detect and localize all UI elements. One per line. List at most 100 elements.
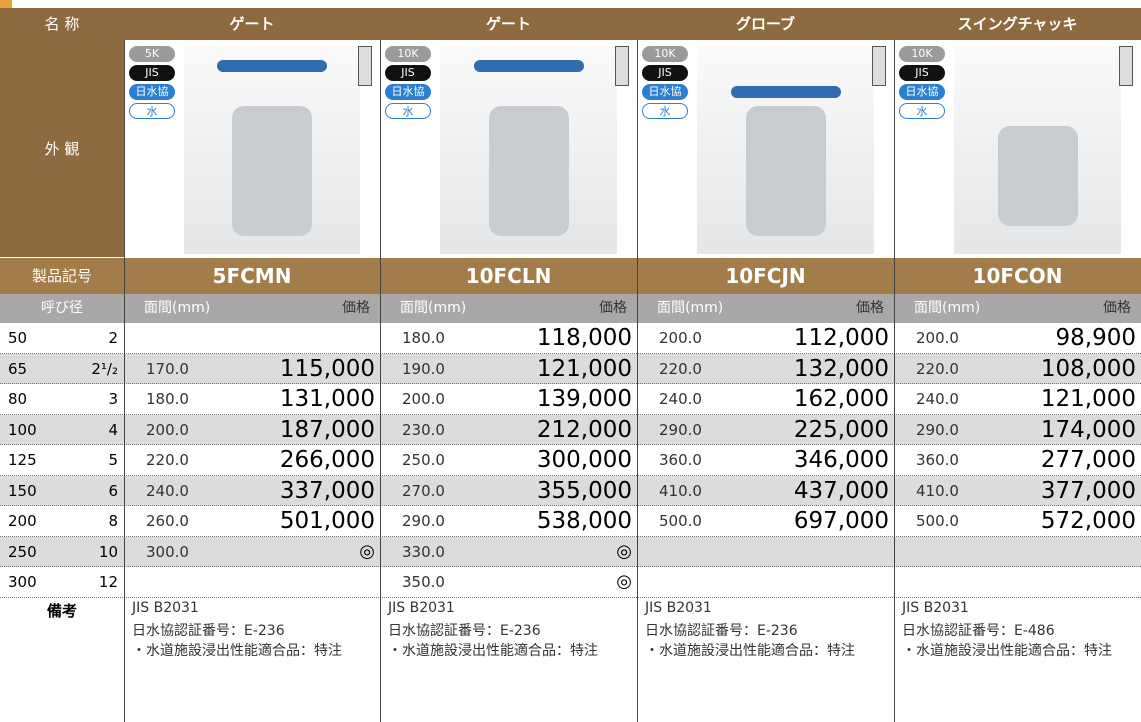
price: 355,000	[536, 477, 632, 504]
price: 112,000	[793, 325, 889, 351]
product-code: 5FCMN	[212, 264, 292, 288]
product-bar	[0, 258, 1141, 294]
face-length: 300.0	[146, 542, 189, 561]
face-length: 270.0	[402, 481, 445, 500]
table-row	[0, 353, 1141, 384]
face-length: 410.0	[916, 481, 959, 500]
price: 139,000	[536, 386, 632, 412]
spec-badge: 10K	[385, 46, 431, 62]
dimension-icon	[872, 46, 886, 86]
header-label: 名 称	[44, 15, 80, 33]
size-inch: 6	[108, 481, 118, 500]
note-line: 日水協認証番号：E-236	[388, 622, 541, 639]
price: 346,000	[793, 447, 889, 473]
size-mm: 80	[8, 390, 28, 408]
price: 98,900	[1055, 325, 1136, 351]
valve-body	[488, 106, 569, 236]
size-inch: 2	[108, 329, 118, 347]
face-length: 200.0	[402, 390, 445, 408]
column-divider	[894, 40, 895, 722]
appearance-label: 外 観	[0, 40, 124, 258]
valve-body	[745, 106, 826, 236]
price: 121,000	[536, 355, 632, 382]
face-length: 500.0	[659, 512, 702, 530]
size-mm: 200	[8, 512, 37, 530]
size-mm: 150	[8, 481, 37, 500]
subheader-price: 価格	[1103, 300, 1131, 316]
face-length: 200.0	[146, 420, 189, 439]
note-line: 日水協認証番号：E-486	[902, 622, 1055, 639]
price: 212,000	[536, 416, 632, 443]
title-mark	[0, 0, 12, 8]
face-length: 240.0	[916, 390, 959, 408]
face-length: 180.0	[402, 329, 445, 347]
spec-badge: JIS	[642, 65, 688, 81]
dimension-icon	[615, 46, 629, 86]
header-column: スイングチャッキ	[957, 15, 1078, 33]
size-inch: 3	[108, 390, 118, 408]
price: 118,000	[536, 325, 632, 351]
price: 277,000	[1040, 447, 1136, 473]
header-column: ゲート	[485, 15, 531, 33]
face-length: 360.0	[916, 451, 959, 469]
valve-wheel	[473, 60, 584, 72]
subheader-price: 価格	[342, 300, 370, 316]
size-mm: 300	[8, 573, 37, 591]
note-line: ・水道施設浸出性能適合品：特注	[388, 642, 598, 659]
size-mm: 100	[8, 420, 37, 439]
price: 300,000	[536, 447, 632, 473]
size-inch: 10	[98, 542, 118, 561]
subheader-length: 面間(mm)	[914, 300, 981, 316]
note-line: 日水協認証番号：E-236	[645, 622, 798, 639]
table-row	[0, 567, 1141, 598]
face-length: 180.0	[146, 390, 189, 408]
table-row	[0, 536, 1141, 567]
subheader-size: 呼び径	[41, 300, 83, 316]
note-line: JIS B2031	[645, 599, 712, 616]
valve-wheel	[730, 86, 841, 98]
column-divider	[124, 40, 125, 722]
subheader-bar	[0, 294, 1141, 323]
table-row	[0, 506, 1141, 537]
price: 225,000	[793, 416, 889, 443]
spec-badge: 10K	[899, 46, 945, 62]
face-length: 350.0	[402, 573, 445, 591]
price: 174,000	[1040, 416, 1136, 443]
spec-badge: 日水協	[385, 84, 431, 100]
size-mm: 250	[8, 542, 37, 561]
price: 121,000	[1040, 386, 1136, 412]
size-inch: 2¹/₂	[91, 359, 118, 378]
product-code: 10FCON	[972, 264, 1063, 288]
subheader-length: 面間(mm)	[657, 300, 724, 316]
face-length: 170.0	[146, 359, 189, 378]
spec-badge: JIS	[129, 65, 175, 81]
price: 187,000	[279, 416, 375, 443]
valve-wheel	[217, 60, 327, 72]
note-line: ・水道施設浸出性能適合品：特注	[645, 642, 855, 659]
table-row	[0, 445, 1141, 476]
product-image	[440, 46, 617, 254]
face-length: 220.0	[916, 359, 959, 378]
product-image	[184, 46, 360, 254]
face-length: 220.0	[659, 359, 702, 378]
spec-badge: 日水協	[642, 84, 688, 100]
product-image	[697, 46, 874, 254]
product-code: 10FCLN	[465, 264, 552, 288]
spec-badge: JIS	[899, 65, 945, 81]
price: 572,000	[1040, 508, 1136, 534]
size-inch: 8	[108, 512, 118, 530]
price: ◎	[616, 540, 632, 562]
size-mm: 50	[8, 329, 28, 347]
price: 337,000	[279, 477, 375, 504]
price: 108,000	[1040, 355, 1136, 382]
table-row	[0, 384, 1141, 415]
spec-badge: 水	[385, 103, 431, 119]
face-length: 290.0	[916, 420, 959, 439]
spec-badge: 日水協	[129, 84, 175, 100]
note-line: ・水道施設浸出性能適合品：特注	[902, 642, 1112, 659]
subheader-length: 面間(mm)	[400, 300, 467, 316]
spec-badge: 水	[129, 103, 175, 119]
header-column: グローブ	[735, 15, 796, 33]
subheader-length: 面間(mm)	[144, 300, 211, 316]
